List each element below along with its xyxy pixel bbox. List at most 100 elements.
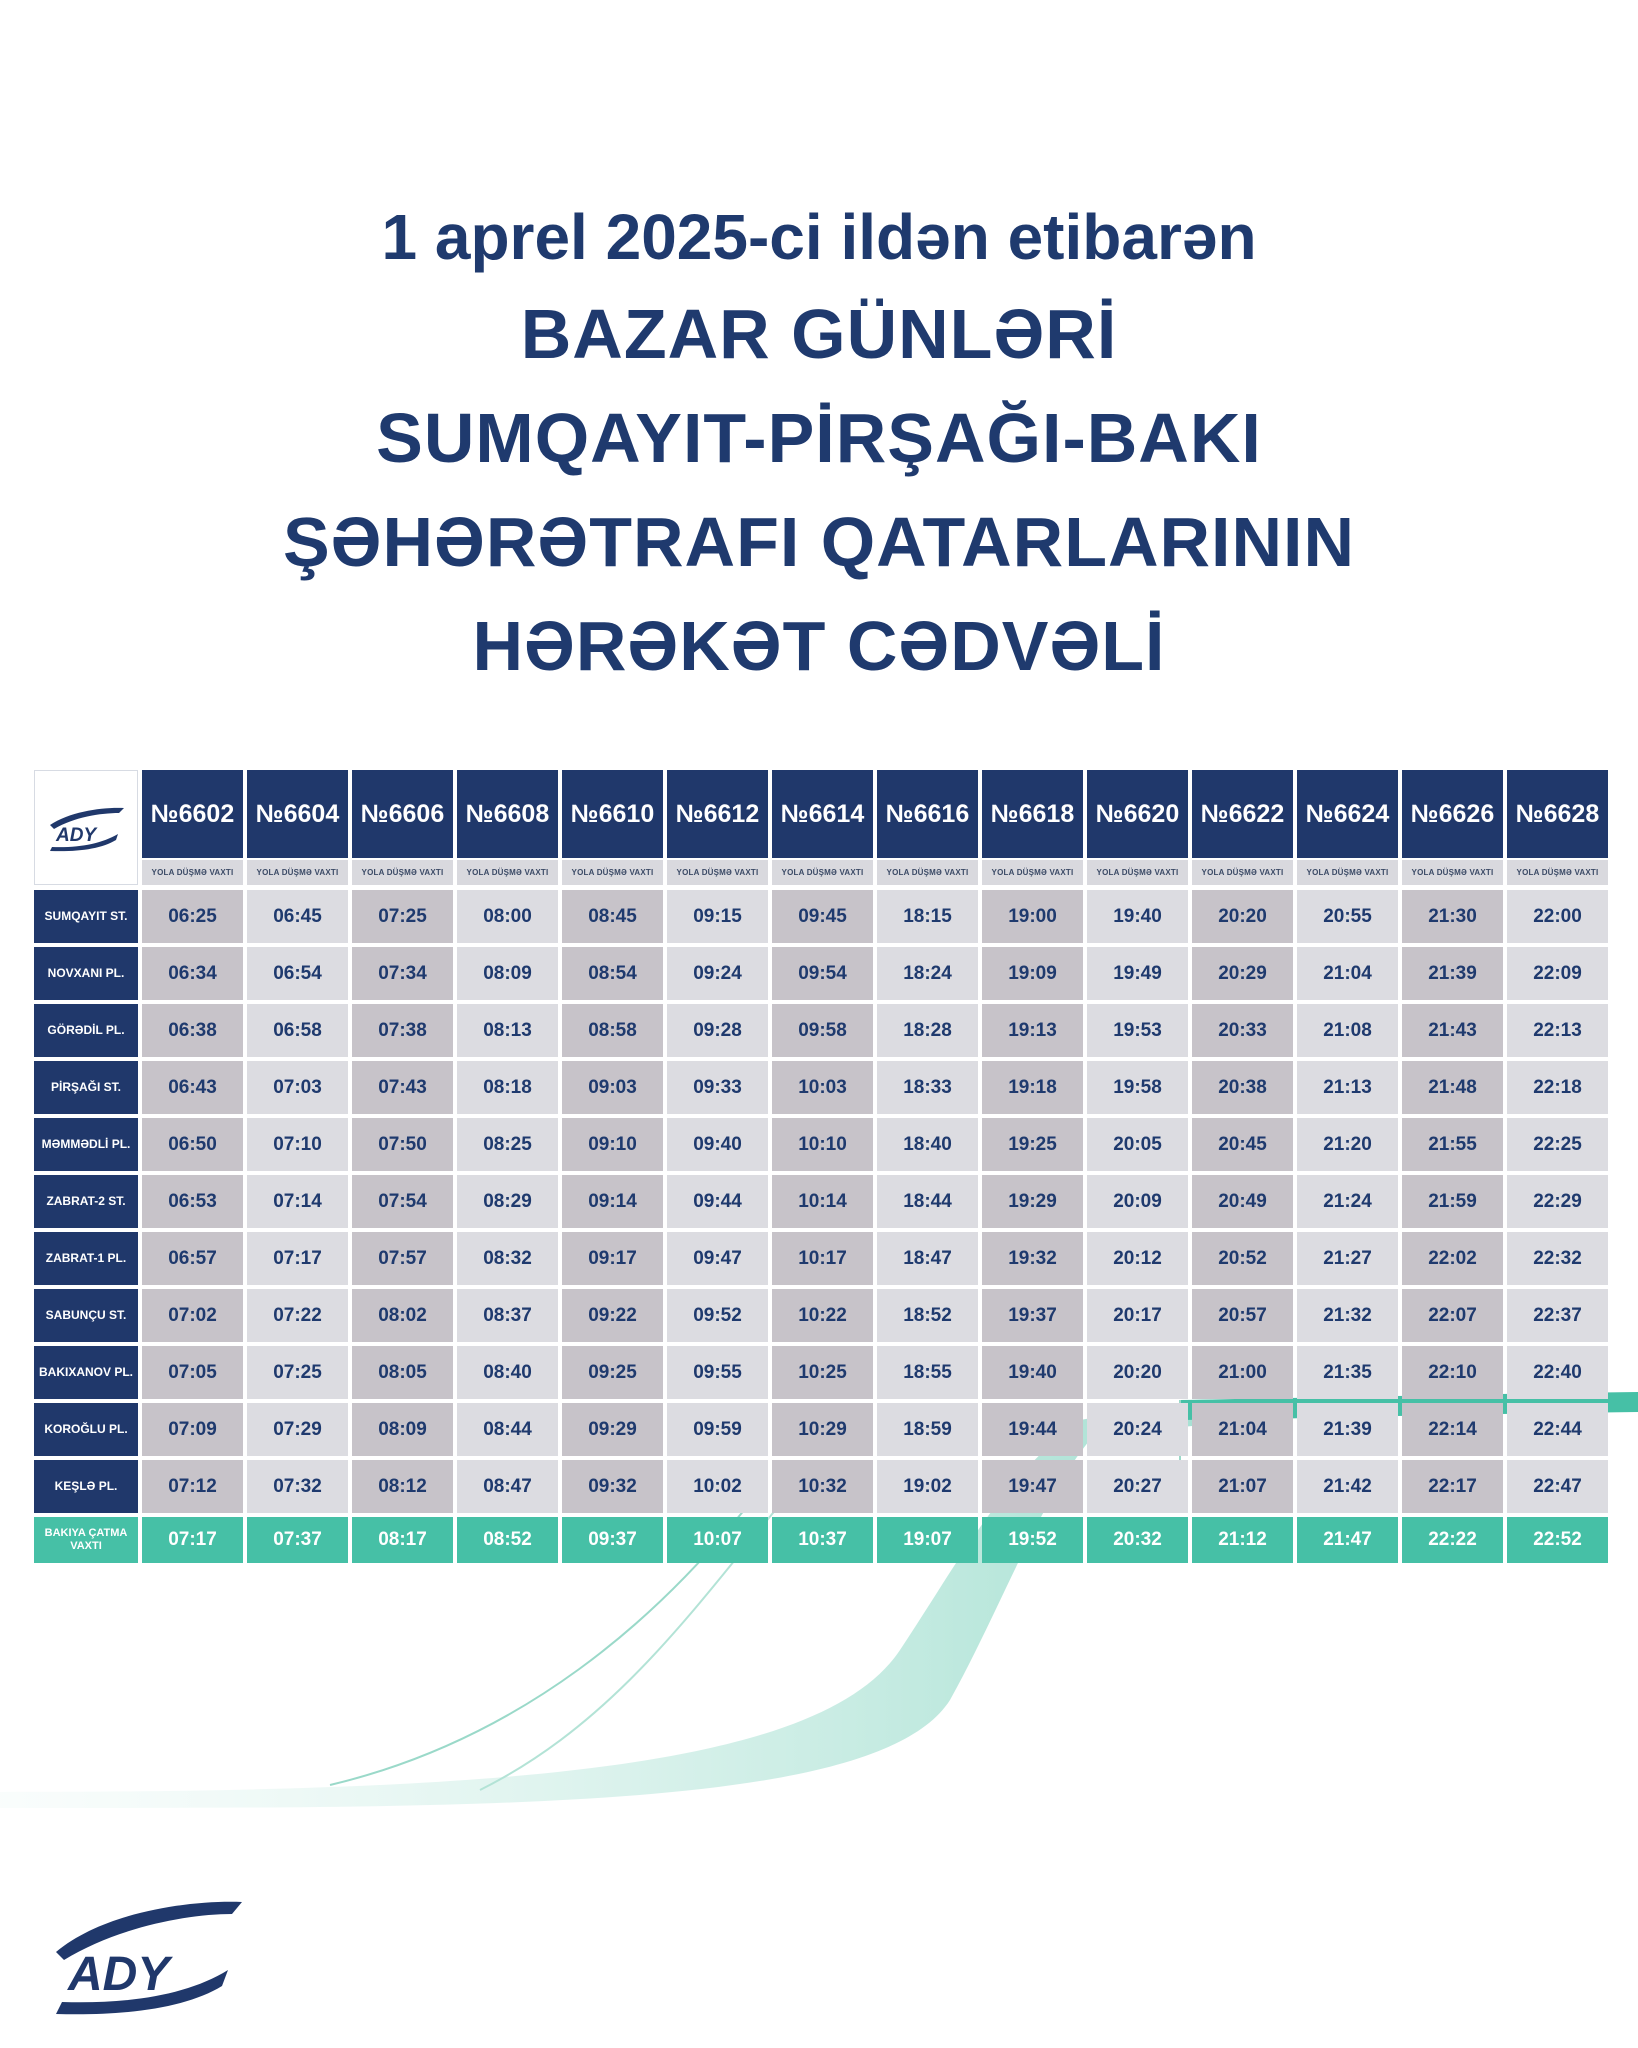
departure-time: 06:34 bbox=[142, 947, 243, 1000]
departure-time: 21:07 bbox=[1192, 1460, 1293, 1513]
departure-time: 10:32 bbox=[772, 1460, 873, 1513]
departure-label: YOLA DÜŞMƏ VAXTI bbox=[457, 860, 558, 885]
departure-time: 22:02 bbox=[1402, 1232, 1503, 1285]
departure-time: 07:29 bbox=[247, 1403, 348, 1456]
departure-time: 07:22 bbox=[247, 1289, 348, 1342]
departure-time: 22:09 bbox=[1507, 947, 1608, 1000]
departure-time: 07:05 bbox=[142, 1346, 243, 1399]
departure-time: 19:25 bbox=[982, 1118, 1083, 1171]
departure-time: 22:37 bbox=[1507, 1289, 1608, 1342]
train-number-header: №6620 bbox=[1087, 770, 1188, 858]
departure-time: 20:49 bbox=[1192, 1175, 1293, 1228]
departure-time: 06:53 bbox=[142, 1175, 243, 1228]
departure-time: 21:00 bbox=[1192, 1346, 1293, 1399]
departure-time: 08:13 bbox=[457, 1004, 558, 1057]
train-number-header: №6626 bbox=[1402, 770, 1503, 858]
ady-logo: ADY bbox=[46, 1890, 246, 2020]
departure-time: 10:17 bbox=[772, 1232, 873, 1285]
station-name: KEŞLƏ PL. bbox=[34, 1460, 138, 1513]
station-name: SABUNÇU ST. bbox=[34, 1289, 138, 1342]
arrival-time: 22:22 bbox=[1402, 1517, 1503, 1563]
departure-time: 07:02 bbox=[142, 1289, 243, 1342]
departure-time: 21:39 bbox=[1402, 947, 1503, 1000]
title-block: 1 aprel 2025-ci ildən etibarən BAZAR GÜN… bbox=[0, 205, 1638, 715]
departure-label: YOLA DÜŞMƏ VAXTI bbox=[1402, 860, 1503, 885]
arrival-time: 19:52 bbox=[982, 1517, 1083, 1563]
departure-time: 19:13 bbox=[982, 1004, 1083, 1057]
departure-time: 19:37 bbox=[982, 1289, 1083, 1342]
departure-time: 22:40 bbox=[1507, 1346, 1608, 1399]
departure-time: 22:47 bbox=[1507, 1460, 1608, 1513]
table-logo-mark: ADY bbox=[50, 807, 124, 851]
departure-time: 08:25 bbox=[457, 1118, 558, 1171]
departure-time: 20:55 bbox=[1297, 890, 1398, 943]
departure-time: 22:18 bbox=[1507, 1061, 1608, 1114]
departure-time: 21:39 bbox=[1297, 1403, 1398, 1456]
departure-time: 18:40 bbox=[877, 1118, 978, 1171]
departure-time: 21:42 bbox=[1297, 1460, 1398, 1513]
departure-time: 22:07 bbox=[1402, 1289, 1503, 1342]
departure-time: 22:25 bbox=[1507, 1118, 1608, 1171]
train-number-header: №6628 bbox=[1507, 770, 1608, 858]
departure-time: 09:29 bbox=[562, 1403, 663, 1456]
departure-time: 19:40 bbox=[1087, 890, 1188, 943]
station-name: PİRŞAĞI ST. bbox=[34, 1061, 138, 1114]
departure-time: 06:45 bbox=[247, 890, 348, 943]
departure-time: 19:09 bbox=[982, 947, 1083, 1000]
departure-time: 09:52 bbox=[667, 1289, 768, 1342]
arrival-time: 20:32 bbox=[1087, 1517, 1188, 1563]
departure-time: 08:12 bbox=[352, 1460, 453, 1513]
departure-time: 21:08 bbox=[1297, 1004, 1398, 1057]
departure-time: 08:09 bbox=[352, 1403, 453, 1456]
departure-label: YOLA DÜŞMƏ VAXTI bbox=[247, 860, 348, 885]
departure-label: YOLA DÜŞMƏ VAXTI bbox=[982, 860, 1083, 885]
departure-time: 09:59 bbox=[667, 1403, 768, 1456]
departure-time: 18:28 bbox=[877, 1004, 978, 1057]
departure-time: 09:54 bbox=[772, 947, 873, 1000]
departure-time: 20:29 bbox=[1192, 947, 1293, 1000]
timetable: ADY №6602 YOLA DÜŞMƏ VAXTI №6604 YOLA DÜŞMƏ … bbox=[34, 770, 1608, 1570]
departure-time: 18:47 bbox=[877, 1232, 978, 1285]
departure-time: 10:03 bbox=[772, 1061, 873, 1114]
departure-label: YOLA DÜŞMƏ VAXTI bbox=[667, 860, 768, 885]
departure-time: 07:38 bbox=[352, 1004, 453, 1057]
departure-time: 09:55 bbox=[667, 1346, 768, 1399]
departure-time: 20:38 bbox=[1192, 1061, 1293, 1114]
departure-label: YOLA DÜŞMƏ VAXTI bbox=[772, 860, 873, 885]
departure-time: 06:54 bbox=[247, 947, 348, 1000]
departure-time: 07:34 bbox=[352, 947, 453, 1000]
ady-logo-mark: ADY bbox=[56, 1901, 242, 2015]
departure-time: 08:02 bbox=[352, 1289, 453, 1342]
train-number-header: №6610 bbox=[562, 770, 663, 858]
departure-time: 19:58 bbox=[1087, 1061, 1188, 1114]
departure-time: 21:27 bbox=[1297, 1232, 1398, 1285]
departure-time: 20:05 bbox=[1087, 1118, 1188, 1171]
departure-time: 07:32 bbox=[247, 1460, 348, 1513]
departure-time: 09:58 bbox=[772, 1004, 873, 1057]
title-trains: ŞƏHƏRƏTRAFI QATARLARININ bbox=[282, 503, 1356, 581]
arrival-time: 08:17 bbox=[352, 1517, 453, 1563]
departure-label: YOLA DÜŞMƏ VAXTI bbox=[1192, 860, 1293, 885]
departure-label: YOLA DÜŞMƏ VAXTI bbox=[1297, 860, 1398, 885]
departure-time: 22:14 bbox=[1402, 1403, 1503, 1456]
departure-time: 07:09 bbox=[142, 1403, 243, 1456]
arrival-time: 21:12 bbox=[1192, 1517, 1293, 1563]
departure-time: 20:45 bbox=[1192, 1118, 1293, 1171]
train-number-header: №6606 bbox=[352, 770, 453, 858]
arrival-time: 19:07 bbox=[877, 1517, 978, 1563]
departure-time: 19:00 bbox=[982, 890, 1083, 943]
arrival-time: 10:07 bbox=[667, 1517, 768, 1563]
departure-time: 19:02 bbox=[877, 1460, 978, 1513]
departure-time: 08:47 bbox=[457, 1460, 558, 1513]
departure-time: 20:33 bbox=[1192, 1004, 1293, 1057]
departure-time: 21:24 bbox=[1297, 1175, 1398, 1228]
departure-time: 07:43 bbox=[352, 1061, 453, 1114]
departure-time: 07:10 bbox=[247, 1118, 348, 1171]
departure-label: YOLA DÜŞMƏ VAXTI bbox=[1087, 860, 1188, 885]
departure-time: 20:09 bbox=[1087, 1175, 1188, 1228]
departure-time: 09:15 bbox=[667, 890, 768, 943]
train-number-header: №6618 bbox=[982, 770, 1083, 858]
departure-time: 09:45 bbox=[772, 890, 873, 943]
departure-time: 06:57 bbox=[142, 1232, 243, 1285]
station-name: ZABRAT-1 PL. bbox=[34, 1232, 138, 1285]
